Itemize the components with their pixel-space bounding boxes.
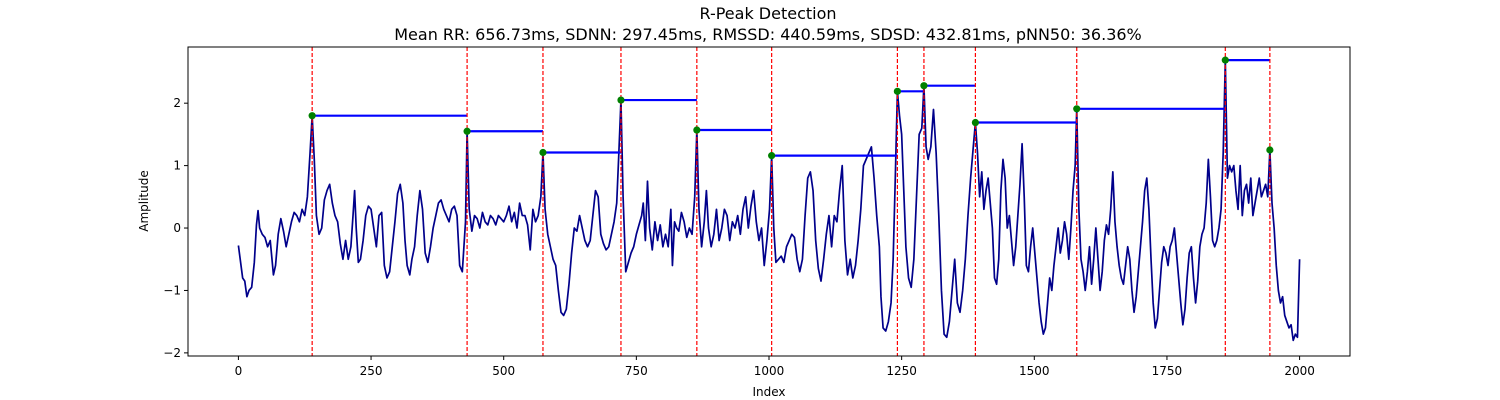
signal-layer xyxy=(237,59,1301,342)
peak-marker xyxy=(1073,105,1081,113)
peak-marker xyxy=(893,87,902,95)
chart-subtitle: Mean RR: 656.73ms, SDNN: 297.45ms, RMSSD… xyxy=(394,25,1142,44)
y-tick-label: 0 xyxy=(173,221,181,235)
rr-segments-layer xyxy=(312,59,1270,157)
x-tick-label: 1500 xyxy=(1019,364,1050,378)
peak-marker xyxy=(920,82,928,90)
y-axis-label: Amplitude xyxy=(137,170,151,232)
y-tick-label: 2 xyxy=(173,96,181,110)
y-tick-label: −2 xyxy=(163,346,181,360)
x-axis: 0 250 500 750 1000 1250 1500 1750 2000 xyxy=(235,356,1315,378)
y-tick-label: 1 xyxy=(173,159,181,173)
plot-area xyxy=(237,47,1301,356)
x-tick-label: 0 xyxy=(235,364,243,378)
x-tick-label: 1250 xyxy=(886,364,917,378)
peak-marker xyxy=(1266,146,1274,154)
peak-marker xyxy=(971,118,980,127)
x-tick-label: 1000 xyxy=(754,364,785,378)
x-axis-label: Index xyxy=(752,385,785,399)
peak-marker xyxy=(617,96,625,104)
peak-marker xyxy=(539,148,547,157)
peak-marker xyxy=(1221,56,1229,64)
peak-marker xyxy=(693,126,701,134)
chart-title: R-Peak Detection xyxy=(699,4,836,23)
peak-markers-layer xyxy=(308,56,1274,160)
peak-marker xyxy=(768,152,776,160)
ecg-signal-line xyxy=(237,59,1301,342)
x-tick-label: 250 xyxy=(360,364,383,378)
peak-marker xyxy=(463,127,471,135)
peak-marker xyxy=(308,112,316,120)
x-tick-label: 2000 xyxy=(1284,364,1315,378)
x-tick-label: 1750 xyxy=(1152,364,1183,378)
x-tick-label: 500 xyxy=(492,364,515,378)
y-axis: −2 −1 0 1 2 xyxy=(163,96,188,360)
y-tick-label: −1 xyxy=(163,283,181,297)
x-tick-label: 750 xyxy=(625,364,648,378)
